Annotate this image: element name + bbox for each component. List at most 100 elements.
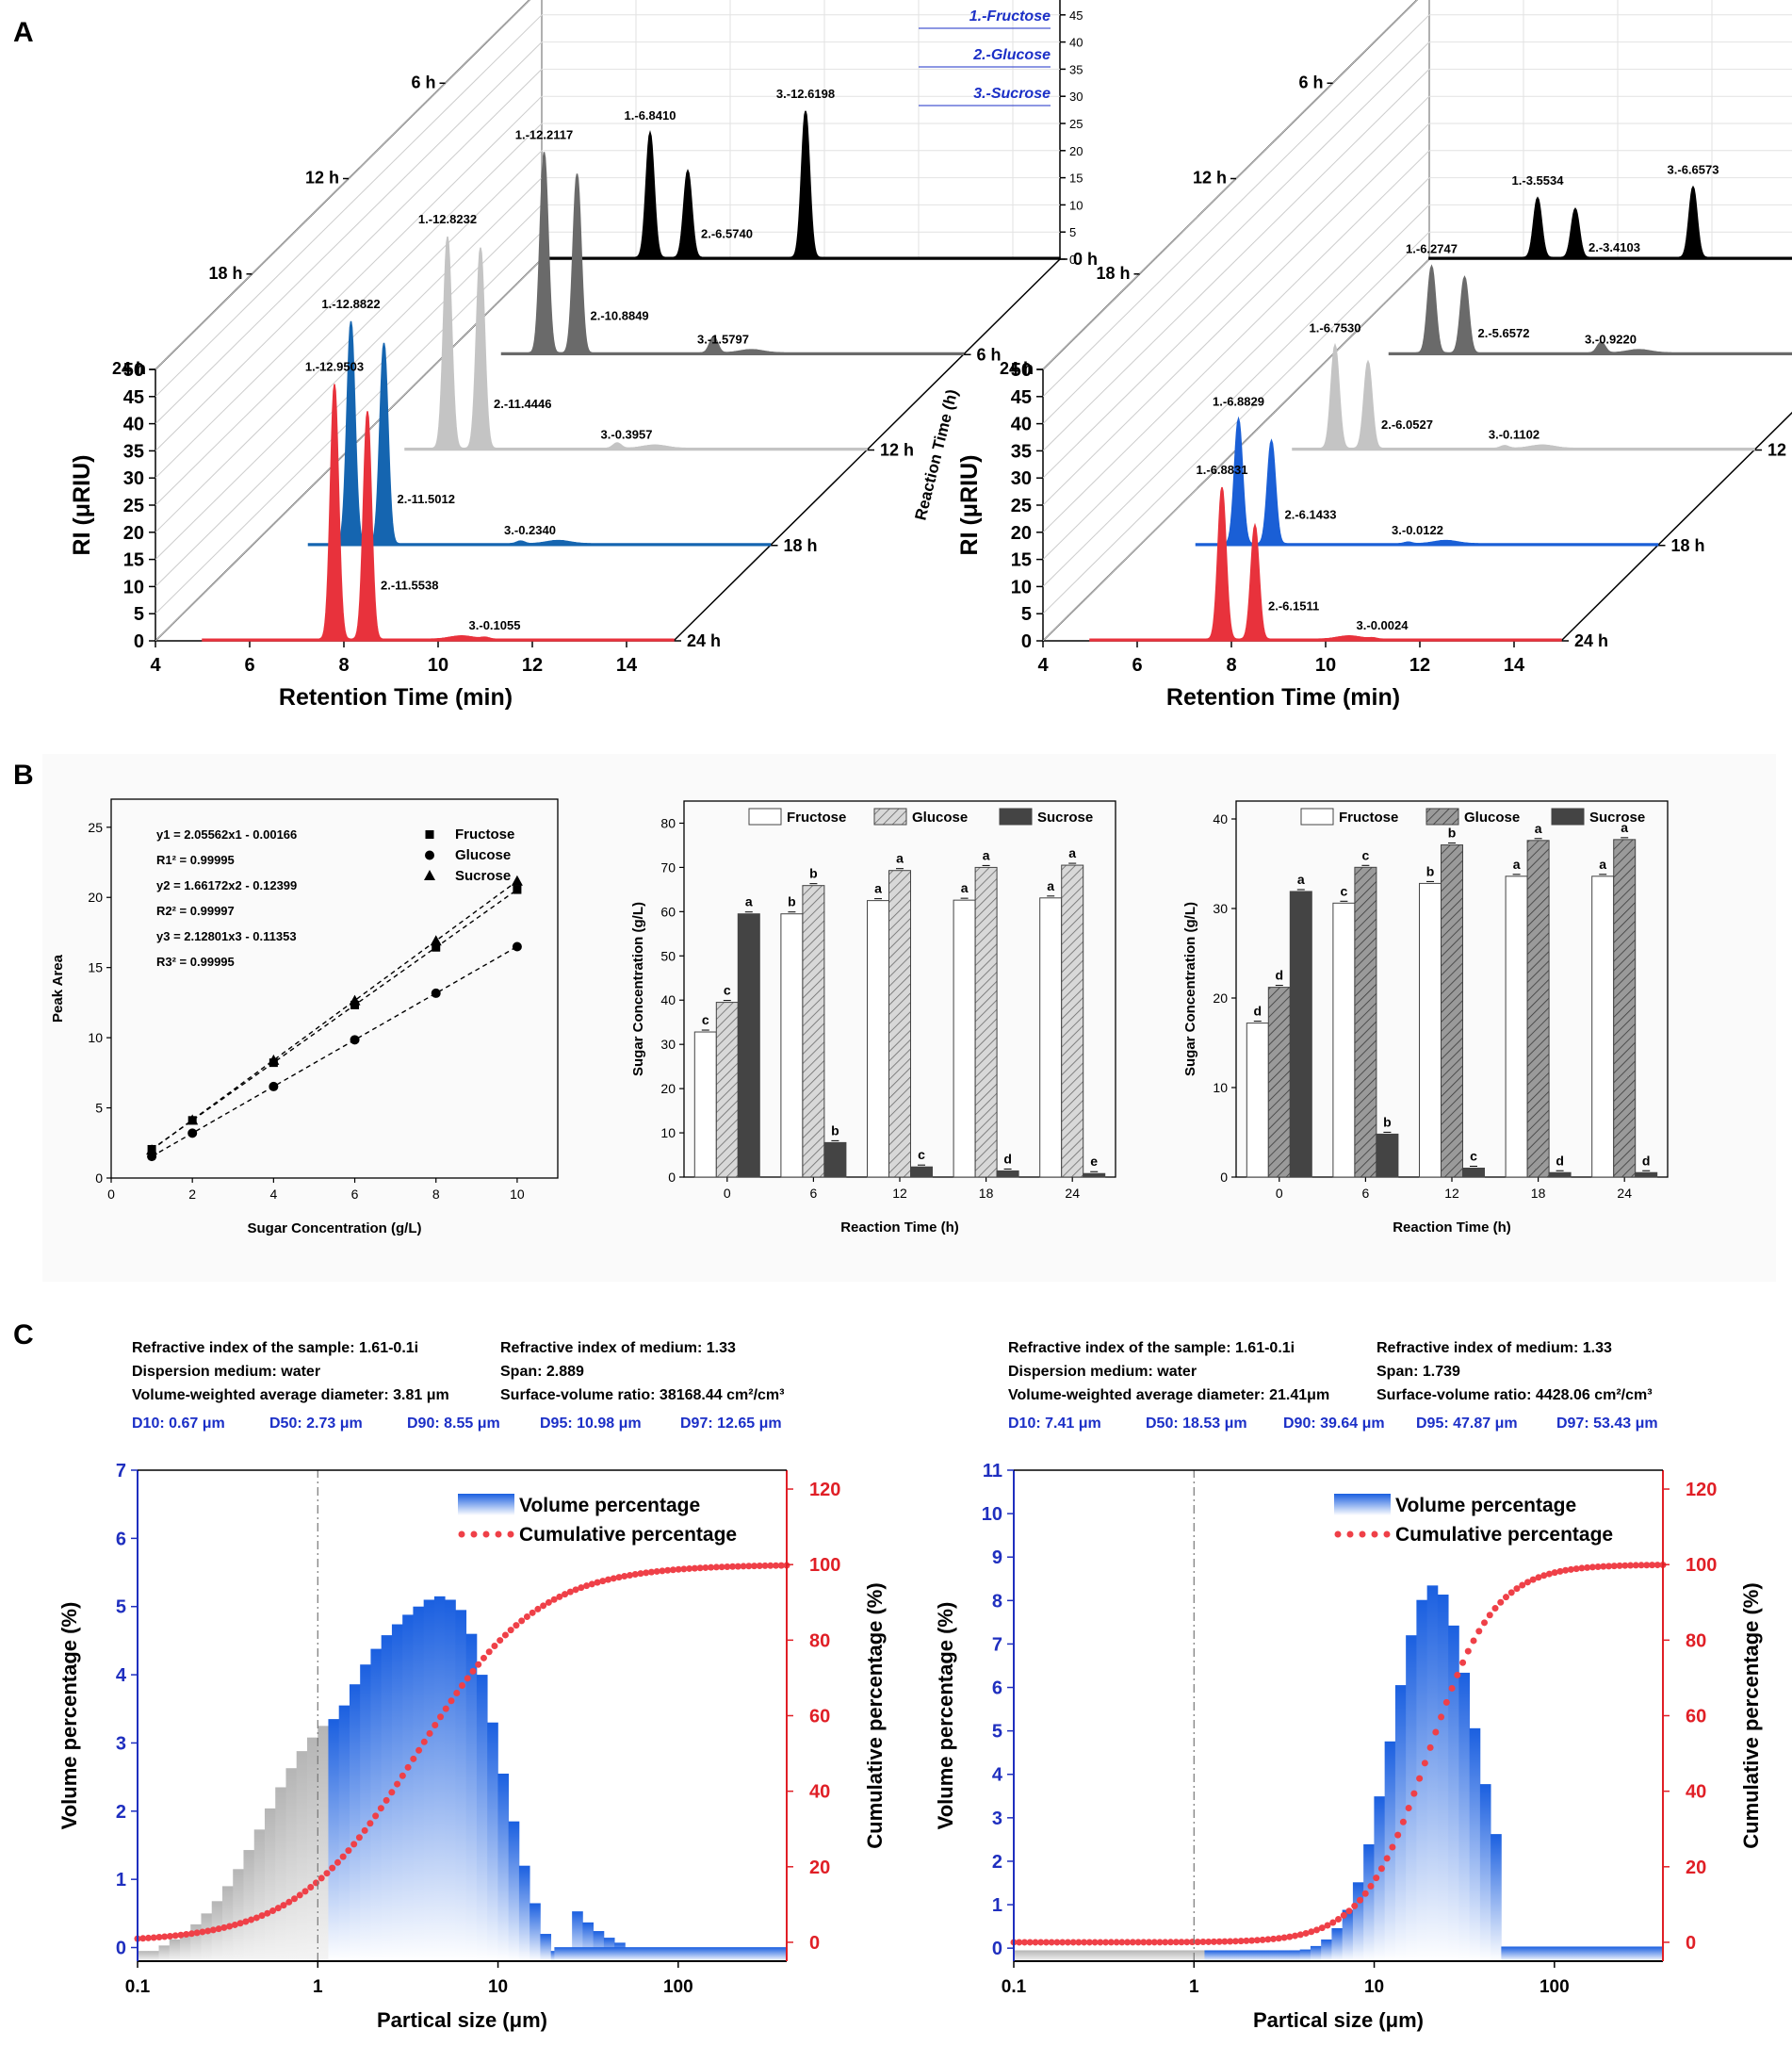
cumulative-point: [475, 1661, 482, 1668]
data-point-glucose: [187, 1128, 198, 1138]
cumulative-point: [361, 1826, 368, 1834]
x-tick-label: 24: [1617, 1186, 1632, 1201]
bar-fructose: [867, 900, 889, 1178]
cumulative-point: [1464, 1647, 1472, 1655]
peak-label: 1.-6.7530: [1310, 320, 1361, 335]
volume-bar: [582, 1922, 595, 1961]
bar-sucrose: [1289, 891, 1312, 1178]
info-average-diameter: Volume-weighted average diameter: 21.41μ…: [1008, 1387, 1329, 1403]
d-value: D50: 18.53 μm: [1146, 1416, 1247, 1432]
cumulative-point: [1529, 1576, 1537, 1583]
volume-bar: [328, 1719, 340, 1961]
bar-glucose: [974, 866, 998, 1178]
depth-tick-label-right: 12 h: [1768, 441, 1792, 460]
legend-marker: [424, 870, 435, 880]
bar-fructose: [1419, 882, 1442, 1178]
cumulative-point: [312, 1879, 319, 1887]
volume-bar: [1162, 1950, 1174, 1961]
volume-bar: [593, 1931, 605, 1961]
y-tick-label: 7: [116, 1461, 126, 1481]
volume-bar: [423, 1599, 435, 1961]
y-axis-title: Volume percentage (%): [934, 1602, 957, 1830]
volume-bar: [148, 1951, 159, 1961]
cumulative-point: [1199, 1939, 1207, 1946]
cumulative-point: [708, 1563, 715, 1571]
cumulative-point: [1475, 1628, 1483, 1635]
y-tick-label: 2: [116, 1802, 126, 1823]
cumulative-point: [248, 1916, 255, 1923]
y-tick-label: 80: [660, 815, 676, 830]
cumulative-point: [675, 1565, 682, 1573]
depth-tick-label-right: 12 h: [880, 441, 914, 460]
chart-c-left: 0.1 1 10 100 0 1 2 3 4 5 6 7 0 20 40 60 80 100 120 Partical…: [57, 1340, 887, 2032]
cumulative-point: [1324, 1922, 1331, 1929]
cumulative-point: [1643, 1562, 1651, 1569]
legend-label: Fructose: [455, 827, 514, 843]
cumulative-point: [659, 1567, 666, 1575]
chromatogram-trace-0h: [541, 110, 1061, 260]
volume-bar: [445, 1599, 456, 1961]
cumulative-point: [615, 1574, 623, 1581]
cumulative-point: [1502, 1594, 1509, 1601]
depth-tick-label-right: 24 h: [687, 631, 721, 650]
volume-bar: [275, 1787, 286, 1961]
cumulative-point: [501, 1631, 509, 1639]
cumulative-point: [1205, 1938, 1213, 1945]
chromatogram-trace-6h: [500, 152, 965, 356]
y-tick-label: 1: [116, 1870, 126, 1891]
peak-label: 2.-11.5538: [381, 578, 438, 592]
cumulative-point: [1578, 1564, 1586, 1572]
y2-tick-label: 120: [1686, 1480, 1717, 1500]
cumulative-point: [1156, 1939, 1164, 1946]
cumulative-point: [1129, 1939, 1136, 1946]
volume-bar: [1225, 1950, 1237, 1961]
cumulative-point: [1318, 1924, 1326, 1932]
cumulative-point: [1329, 1919, 1337, 1926]
depth-tick-label-left: 18 h: [1096, 264, 1130, 283]
cumulative-point: [761, 1562, 769, 1569]
legend-label: Sucrose: [455, 868, 511, 884]
cumulative-point: [1048, 1939, 1055, 1946]
legend-swatch-cumulative: [1334, 1530, 1342, 1538]
cumulative-point: [1340, 1911, 1347, 1919]
legend-swatch-cumulative: [458, 1530, 465, 1538]
cumulative-point: [1167, 1939, 1175, 1946]
data-point-sucrose: [268, 1054, 280, 1065]
y-tick-label: 20: [123, 523, 144, 544]
significance-letter: a: [1599, 857, 1606, 872]
peak-label: 3.-0.0024: [1357, 618, 1409, 632]
data-point-sucrose: [349, 994, 361, 1006]
bar-glucose: [1267, 987, 1291, 1178]
volume-bar: [1067, 1950, 1078, 1961]
cumulative-point: [1535, 1574, 1542, 1581]
y2-axis-title: Cumulative percentage (%): [1739, 1582, 1763, 1848]
significance-letter: d: [1556, 1153, 1564, 1168]
cumulative-point: [1584, 1563, 1591, 1571]
cumulative-point: [1134, 1939, 1142, 1946]
peak-label: 1.-12.8822: [321, 297, 380, 311]
y-tick-label: 45: [1011, 387, 1032, 408]
y-tick-label: 40: [1011, 415, 1032, 435]
d-value: D10: 7.41 μm: [1008, 1416, 1101, 1432]
peak-label: 2.-6.1433: [1285, 507, 1337, 521]
cumulative-point: [1523, 1579, 1531, 1586]
volume-bar: [349, 1684, 361, 1961]
left-wall-gridline: [1042, 177, 1430, 560]
info-average-diameter: Volume-weighted average diameter: 3.81 μ…: [132, 1387, 449, 1403]
cumulative-point: [1432, 1728, 1440, 1736]
cumulative-point: [1313, 1926, 1321, 1934]
y-tick-label: 2: [992, 1852, 1002, 1873]
cumulative-point: [236, 1920, 244, 1927]
peak-label: 1.-12.8232: [418, 212, 477, 226]
significance-letter: a: [1513, 857, 1521, 872]
significance-letter: a: [961, 880, 969, 895]
peak-label: 3.-0.3957: [601, 428, 653, 442]
cumulative-point: [1183, 1939, 1191, 1946]
x-axis-title: Retention Time (min): [279, 684, 513, 711]
cumulative-point: [377, 1805, 384, 1812]
volume-bar: [1363, 1844, 1375, 1961]
cumulative-point: [497, 1637, 504, 1645]
cumulative-point: [448, 1697, 455, 1705]
significance-letter: c: [724, 983, 731, 998]
depth-tick-label-left: 12 h: [305, 169, 339, 188]
